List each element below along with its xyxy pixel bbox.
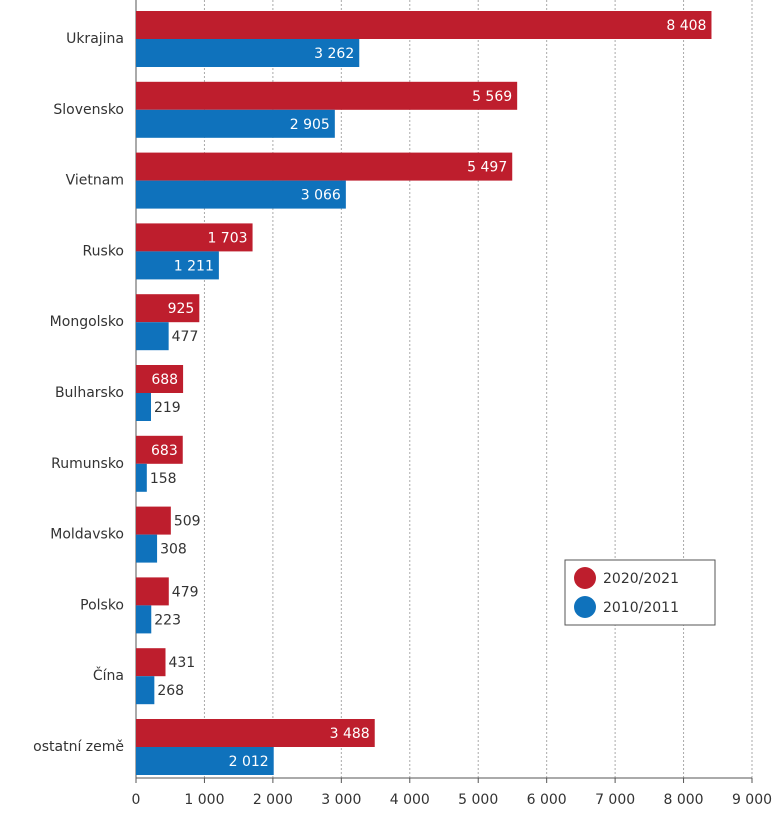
value-label: 223 — [154, 612, 181, 628]
value-label: 509 — [174, 514, 201, 530]
bar — [136, 676, 155, 705]
value-label: 308 — [160, 542, 187, 558]
bar — [136, 11, 712, 39]
value-label: 219 — [154, 400, 181, 416]
value-label: 477 — [172, 329, 199, 345]
legend-marker — [574, 596, 596, 618]
x-tick-label: 8 000 — [664, 792, 704, 808]
bar — [136, 605, 152, 634]
bar — [136, 719, 375, 747]
value-label: 479 — [172, 584, 199, 600]
value-label: 3 262 — [314, 46, 354, 62]
y-tick-label: Vietnam — [66, 173, 124, 189]
x-tick-label: 1 000 — [184, 792, 224, 808]
bar — [136, 577, 169, 606]
value-label: 5 569 — [472, 89, 512, 105]
bar — [136, 39, 360, 67]
x-tick-label: 0 — [132, 792, 141, 808]
y-tick-label: Mongolsko — [50, 314, 124, 330]
y-tick-label: Ukrajina — [66, 31, 124, 47]
value-label: 5 497 — [467, 160, 507, 176]
bar — [136, 109, 335, 138]
legend-label: 2010/2011 — [603, 600, 679, 616]
y-tick-label: Čína — [93, 666, 124, 684]
value-label: 158 — [150, 471, 177, 487]
bar — [136, 180, 346, 209]
y-tick-label: Rusko — [83, 243, 124, 259]
x-tick-label: 6 000 — [527, 792, 567, 808]
bar — [136, 534, 158, 563]
bar — [136, 81, 518, 110]
value-label: 1 703 — [207, 230, 247, 246]
x-tick-label: 3 000 — [321, 792, 361, 808]
bar — [136, 152, 513, 181]
y-tick-label: Bulharsko — [55, 385, 124, 401]
x-tick-label: 9 000 — [732, 792, 772, 808]
y-tick-label: Rumunsko — [51, 456, 124, 472]
bar — [136, 506, 171, 535]
value-label: 688 — [151, 372, 178, 388]
bar — [136, 365, 184, 393]
y-tick-label: ostatní země — [33, 739, 124, 755]
bar — [136, 435, 183, 464]
bar — [136, 294, 200, 323]
bar — [136, 463, 147, 492]
legend-label: 2020/2021 — [603, 571, 679, 587]
x-tick-label: 5 000 — [458, 792, 498, 808]
bar — [136, 322, 169, 351]
value-label: 683 — [151, 443, 178, 459]
bar — [136, 747, 274, 775]
value-label: 2 012 — [229, 754, 269, 770]
value-label: 3 488 — [330, 726, 370, 742]
value-label: 8 408 — [666, 18, 706, 34]
y-tick-label: Slovensko — [53, 102, 124, 118]
x-tick-label: 4 000 — [390, 792, 430, 808]
y-tick-label: Polsko — [80, 597, 124, 613]
x-tick-label: 7 000 — [595, 792, 635, 808]
value-label: 1 211 — [174, 258, 214, 274]
value-label: 2 905 — [290, 117, 330, 133]
value-label: 3 066 — [301, 188, 341, 204]
bar — [136, 393, 151, 421]
bar — [136, 648, 166, 677]
value-label: 925 — [168, 301, 195, 317]
bar — [136, 223, 253, 252]
legend-marker — [574, 567, 596, 589]
x-tick-label: 2 000 — [253, 792, 293, 808]
y-tick-label: Moldavsko — [50, 527, 124, 543]
value-label: 431 — [168, 655, 195, 671]
value-label: 268 — [157, 683, 184, 699]
bar — [136, 251, 219, 280]
